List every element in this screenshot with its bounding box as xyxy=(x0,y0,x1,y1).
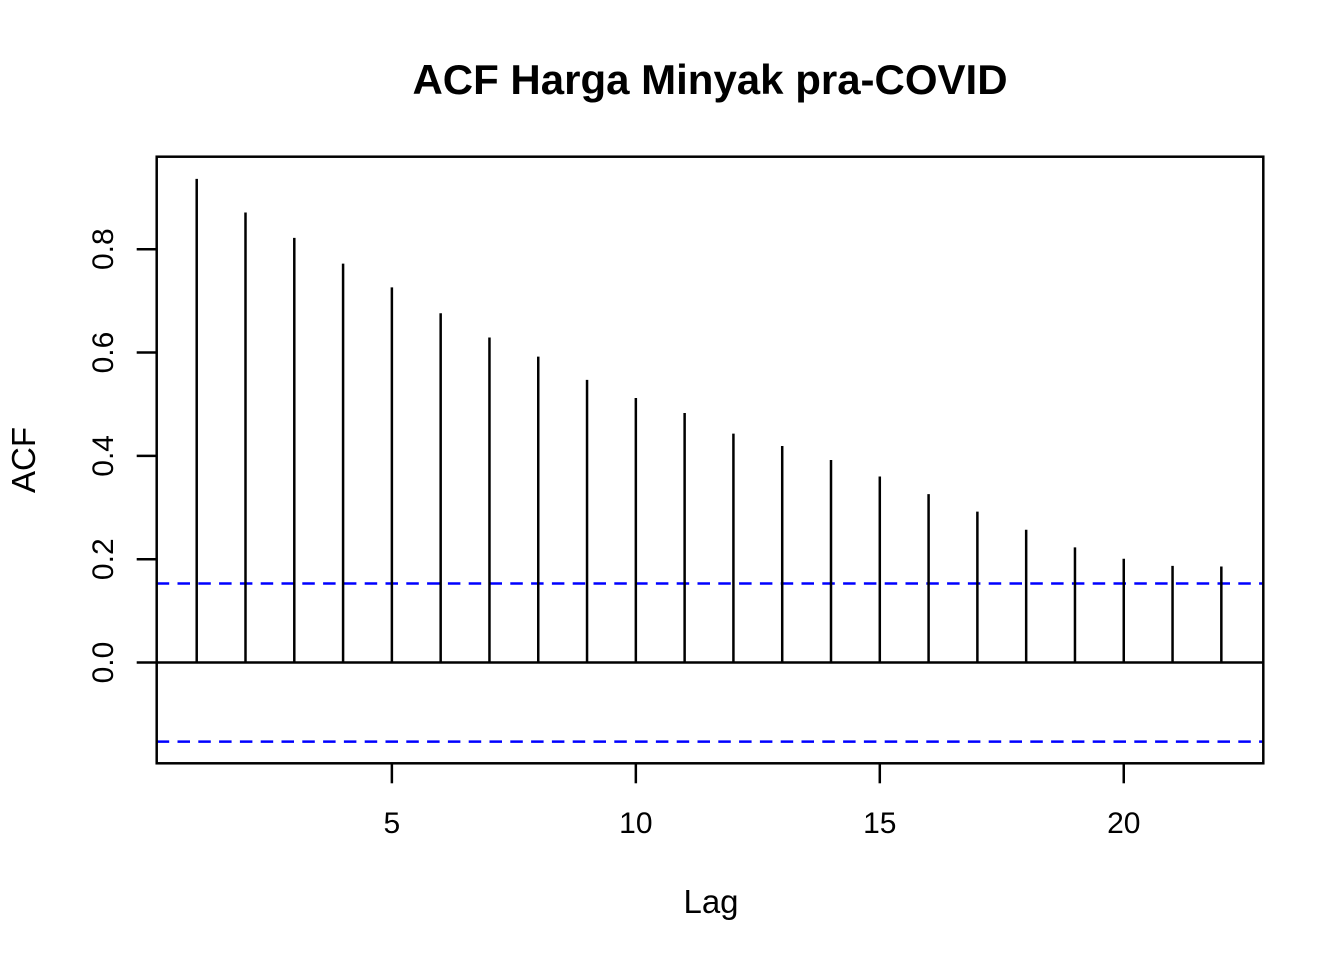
y-tick-label: 0.6 xyxy=(87,332,120,374)
x-tick-label: 10 xyxy=(619,807,652,840)
plot-box xyxy=(155,155,1265,765)
plot-shapes: 5 10 15 20 0.0 0.2 0.4 0.6 0.8 xyxy=(87,155,1265,840)
y-tick-label: 0.4 xyxy=(87,435,120,477)
x-tick-label: 5 xyxy=(384,807,401,840)
x-tick-label: 15 xyxy=(863,807,896,840)
x-axis-label: Lag xyxy=(683,883,738,920)
y-axis-label: ACF xyxy=(5,427,42,493)
y-tick-label: 0.8 xyxy=(87,228,120,270)
chart-title: ACF Harga Minyak pra-COVID xyxy=(412,56,1007,103)
y-tick-label: 0.0 xyxy=(87,642,120,684)
x-tick-label: 20 xyxy=(1107,807,1140,840)
y-tick-label: 0.2 xyxy=(87,538,120,580)
